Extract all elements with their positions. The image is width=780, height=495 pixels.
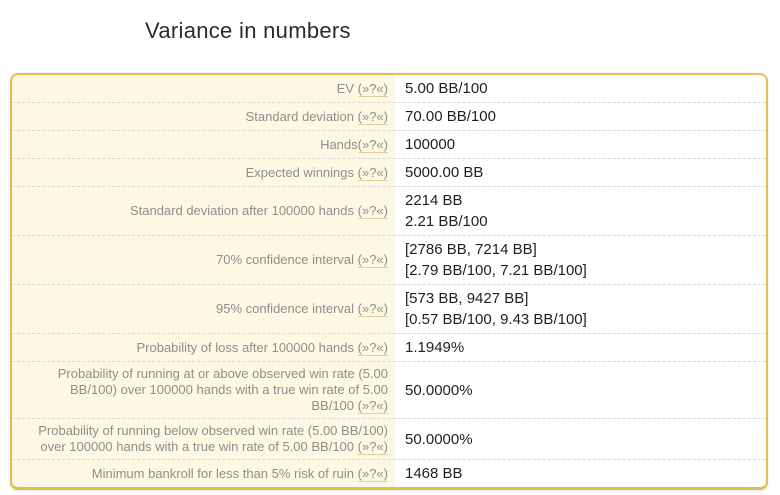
row-label: Minimum bankroll for less than 5% risk o… bbox=[32, 465, 388, 482]
variance-table: EV (»?«) 5.00 BB/100 Standard deviation (»… bbox=[10, 73, 768, 490]
row-label-text: Probability of running below observed wi… bbox=[38, 423, 388, 454]
row-label-cell: Probability of running at or above obser… bbox=[12, 362, 395, 418]
tooltip-link[interactable]: (»?«) bbox=[357, 339, 388, 356]
row-label-cell: 95% confidence interval (»?«) bbox=[12, 285, 395, 333]
row-label: 95% confidence interval (»?«) bbox=[32, 301, 388, 317]
row-value: [573 BB, 9427 BB] [0.57 BB/100, 9.43 BB/1… bbox=[395, 285, 766, 333]
row-label: EV (»?«) bbox=[32, 80, 388, 97]
row-value: 70.00 BB/100 bbox=[395, 103, 766, 130]
tooltip-link[interactable]: (»?«) bbox=[357, 301, 388, 317]
row-label: Hands(»?«) bbox=[32, 136, 388, 153]
row-label-cell: Hands(»?«) bbox=[12, 131, 395, 158]
row-label: Standard deviation (»?«) bbox=[32, 108, 388, 125]
value-line: 1.1949% bbox=[405, 339, 465, 356]
value-line: 100000 bbox=[405, 136, 456, 153]
table-row: Probability of loss after 100000 hands (… bbox=[12, 333, 766, 361]
row-label-cell: Standard deviation (»?«) bbox=[12, 103, 395, 130]
table-row: 95% confidence interval (»?«) [573 BB, 94… bbox=[12, 284, 766, 333]
value-line: 2214 BB bbox=[405, 192, 463, 209]
row-label-text: Standard deviation after 100000 hands bbox=[129, 203, 355, 218]
row-value: 1.1949% bbox=[395, 334, 766, 361]
value-line: 50.0000% bbox=[405, 430, 473, 448]
row-label-text: Hands bbox=[320, 136, 358, 152]
row-label-text: 70% confidence interval bbox=[215, 252, 355, 267]
tooltip-link[interactable]: (»?«) bbox=[357, 252, 388, 268]
row-label-text: EV bbox=[336, 80, 355, 96]
value-line: 2.21 BB/100 bbox=[405, 213, 488, 230]
row-label: Probability of running below observed wi… bbox=[32, 423, 388, 455]
tooltip-link[interactable]: (»?«) bbox=[357, 108, 388, 125]
row-label: Standard deviation after 100000 hands (»… bbox=[32, 203, 388, 219]
value-line: [2786 BB, 7214 BB] bbox=[405, 241, 537, 258]
table-row: Probability of running at or above obser… bbox=[12, 361, 766, 418]
table-row: Minimum bankroll for less than 5% risk o… bbox=[12, 459, 766, 487]
value-line: 5000.00 BB bbox=[405, 164, 484, 181]
row-label-text: Probability of loss after 100000 hands bbox=[136, 339, 355, 355]
row-label-cell: Minimum bankroll for less than 5% risk o… bbox=[12, 460, 395, 487]
row-value: 5000.00 BB bbox=[395, 159, 766, 186]
row-label-cell: Probability of running below observed wi… bbox=[12, 419, 395, 459]
tooltip-link[interactable]: (»?«) bbox=[357, 465, 388, 482]
row-label-text: Expected winnings bbox=[245, 164, 355, 180]
table-row: Standard deviation after 100000 hands (»… bbox=[12, 186, 766, 235]
row-value: 50.0000% bbox=[395, 419, 766, 459]
table-row: Hands(»?«) 100000 bbox=[12, 130, 766, 158]
row-label: Expected winnings (»?«) bbox=[32, 164, 388, 181]
value-line: [573 BB, 9427 BB] bbox=[405, 290, 529, 307]
row-label: 70% confidence interval (»?«) bbox=[32, 252, 388, 268]
row-label-cell: EV (»?«) bbox=[12, 75, 395, 102]
tooltip-link[interactable]: (»?«) bbox=[357, 398, 388, 414]
tooltip-link[interactable]: (»?«) bbox=[357, 80, 388, 97]
table-row: EV (»?«) 5.00 BB/100 bbox=[12, 75, 766, 102]
value-line: [2.79 BB/100, 7.21 BB/100] bbox=[405, 262, 587, 279]
value-line: 70.00 BB/100 bbox=[405, 108, 496, 125]
table-row: Probability of running below observed wi… bbox=[12, 418, 766, 459]
table-row: Standard deviation (»?«) 70.00 BB/100 bbox=[12, 102, 766, 130]
row-value: 2214 BB 2.21 BB/100 bbox=[395, 187, 766, 235]
row-label-text: Standard deviation bbox=[245, 108, 355, 124]
row-value: 100000 bbox=[395, 131, 766, 158]
row-label-text: 95% confidence interval bbox=[215, 301, 355, 316]
value-line: 1468 BB bbox=[405, 465, 463, 482]
tooltip-link[interactable]: (»?«) bbox=[357, 203, 388, 219]
row-value: 50.0000% bbox=[395, 362, 766, 418]
row-label-cell: 70% confidence interval (»?«) bbox=[12, 236, 395, 284]
table-row: Expected winnings (»?«) 5000.00 BB bbox=[12, 158, 766, 186]
row-label-cell: Expected winnings (»?«) bbox=[12, 159, 395, 186]
row-label: Probability of running at or above obser… bbox=[32, 366, 388, 414]
row-value: [2786 BB, 7214 BB] [2.79 BB/100, 7.21 BB/… bbox=[395, 236, 766, 284]
row-label-text: Minimum bankroll for less than 5% risk o… bbox=[91, 465, 355, 481]
tooltip-link[interactable]: (»?«) bbox=[357, 439, 388, 455]
row-value: 5.00 BB/100 bbox=[395, 75, 766, 102]
value-line: 5.00 BB/100 bbox=[405, 80, 488, 97]
page-title: Variance in numbers bbox=[145, 18, 351, 43]
tooltip-link[interactable]: (»?«) bbox=[357, 136, 388, 153]
row-value: 1468 BB bbox=[395, 460, 766, 487]
row-label-cell: Probability of loss after 100000 hands (… bbox=[12, 334, 395, 361]
page: Variance in numbers EV (»?«) 5.00 BB/100 S… bbox=[0, 17, 780, 490]
tooltip-link[interactable]: (»?«) bbox=[357, 164, 388, 181]
value-line: 50.0000% bbox=[405, 381, 473, 399]
value-line: [0.57 BB/100, 9.43 BB/100] bbox=[405, 311, 587, 328]
table-row: 70% confidence interval (»?«) [2786 BB, 7… bbox=[12, 235, 766, 284]
row-label-cell: Standard deviation after 100000 hands (»… bbox=[12, 187, 395, 235]
row-label: Probability of loss after 100000 hands (… bbox=[32, 339, 388, 356]
row-label-text: Probability of running at or above obser… bbox=[57, 366, 388, 413]
